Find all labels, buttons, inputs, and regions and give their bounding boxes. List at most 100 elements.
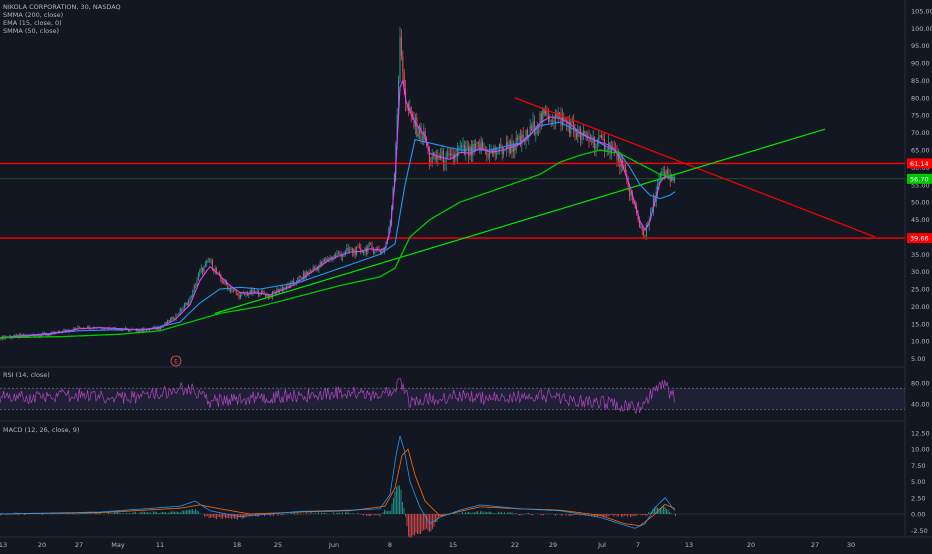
symbol-title[interactable]: NIKOLA CORPORATION, 30, NASDAQ xyxy=(3,3,121,11)
macd-histogram-bar xyxy=(336,513,337,514)
candle-body xyxy=(418,134,419,137)
macd-histogram-bar xyxy=(435,514,436,522)
candle-body xyxy=(569,123,570,134)
candle-body xyxy=(549,120,550,121)
time-tick-label: 13 xyxy=(685,541,693,549)
macd-histogram-bar xyxy=(507,513,508,514)
macd-histogram-bar xyxy=(120,513,121,514)
candle-body xyxy=(416,118,417,137)
macd-histogram-bar xyxy=(383,512,384,514)
macd-histogram-bar xyxy=(306,513,307,514)
candle-body xyxy=(559,112,560,114)
candle-body xyxy=(338,253,339,254)
candle-body xyxy=(439,159,440,160)
macd-histogram-bar xyxy=(339,513,340,514)
time-tick-label: 13 xyxy=(0,541,7,549)
macd-histogram-bar xyxy=(501,512,502,514)
macd-histogram-bar xyxy=(527,513,528,514)
macd-histogram-bar xyxy=(297,513,298,514)
macd-histogram-bar xyxy=(168,513,169,514)
macd-histogram-bar xyxy=(225,514,226,518)
rsi-pane-label[interactable]: RSI (14, close) xyxy=(3,371,50,379)
macd-histogram-bar xyxy=(179,512,180,514)
macd-histogram-bar xyxy=(626,514,627,516)
macd-histogram-bar xyxy=(624,514,625,516)
macd-histogram-bar xyxy=(483,513,484,514)
candle-body xyxy=(498,152,499,154)
macd-histogram-bar xyxy=(665,507,666,514)
macd-histogram-bar xyxy=(216,514,217,519)
candle-body xyxy=(584,131,585,133)
macd-histogram-bar xyxy=(200,513,201,514)
price-tick-label: 90.00 xyxy=(911,60,930,68)
macd-histogram-bar xyxy=(321,513,322,514)
candle-body xyxy=(421,126,422,140)
macd-histogram-bar xyxy=(86,513,87,514)
candle-body xyxy=(237,293,238,294)
macd-histogram-bar xyxy=(147,512,148,514)
macd-histogram-bar xyxy=(80,513,81,514)
macd-histogram-bar xyxy=(323,513,324,514)
indicator-smma200-label[interactable]: SMMA (200, close) xyxy=(3,11,121,19)
macd-histogram-bar xyxy=(353,513,354,514)
candle-body xyxy=(422,139,423,140)
candle-body xyxy=(369,243,370,247)
macd-histogram-bar xyxy=(311,512,312,514)
macd-histogram-bar xyxy=(426,514,427,528)
candle-body xyxy=(327,259,328,261)
macd-histogram-bar xyxy=(642,514,643,515)
macd-histogram-bar xyxy=(606,514,607,516)
macd-histogram-bar xyxy=(563,514,564,515)
macd-histogram-bar xyxy=(618,514,619,516)
candle-body xyxy=(199,270,200,274)
macd-histogram-bar xyxy=(573,514,574,515)
candle-body xyxy=(248,294,249,296)
candle-body xyxy=(600,135,601,137)
candle-body xyxy=(205,263,206,265)
macd-histogram-bar xyxy=(42,514,43,515)
candle-body xyxy=(16,335,17,336)
macd-histogram-bar xyxy=(126,513,127,514)
indicator-ema15-label[interactable]: EMA (15, close, 0) xyxy=(3,19,121,27)
macd-histogram-bar xyxy=(66,513,67,514)
macd-histogram-bar xyxy=(318,512,319,514)
candle-body xyxy=(190,298,191,301)
macd-histogram-bar xyxy=(504,512,505,514)
candle-body xyxy=(594,137,595,149)
candle-body xyxy=(262,291,263,293)
macd-histogram-bar xyxy=(390,511,391,514)
macd-histogram-bar xyxy=(144,512,145,514)
candle-body xyxy=(325,259,326,261)
macd-histogram-bar xyxy=(150,512,151,514)
macd-histogram-bar xyxy=(345,513,346,514)
price-tick-label: 80.00 xyxy=(911,94,930,102)
macd-histogram-bar xyxy=(485,511,486,514)
candle-body xyxy=(576,133,577,137)
indicator-smma50-label[interactable]: SMMA (50, close) xyxy=(3,27,121,35)
macd-histogram-bar xyxy=(363,514,364,515)
candle-body xyxy=(257,291,258,292)
time-tick-label: 20 xyxy=(747,541,755,549)
macd-histogram-bar xyxy=(236,514,237,519)
candle-body xyxy=(460,148,461,149)
candle-body xyxy=(667,170,668,175)
candle-body xyxy=(582,135,583,140)
macd-histogram-bar xyxy=(273,514,274,516)
time-tick-label: 15 xyxy=(449,541,457,549)
candle-body xyxy=(666,170,667,175)
macd-histogram-bar xyxy=(516,513,517,514)
candle-body xyxy=(324,260,325,261)
macd-pane-label[interactable]: MACD (12, 26, close, 9) xyxy=(3,426,79,434)
macd-histogram-bar xyxy=(324,513,325,514)
macd-histogram-bar xyxy=(210,514,211,518)
candle-body xyxy=(596,144,597,148)
candle-body xyxy=(219,272,220,274)
candle-body xyxy=(349,250,350,251)
macd-histogram-bar xyxy=(89,513,90,514)
macd-histogram-bar xyxy=(113,513,114,514)
macd-histogram-bar xyxy=(488,512,489,514)
macd-histogram-bar xyxy=(206,514,207,516)
candle-body xyxy=(209,262,210,263)
macd-histogram-bar xyxy=(419,514,420,534)
